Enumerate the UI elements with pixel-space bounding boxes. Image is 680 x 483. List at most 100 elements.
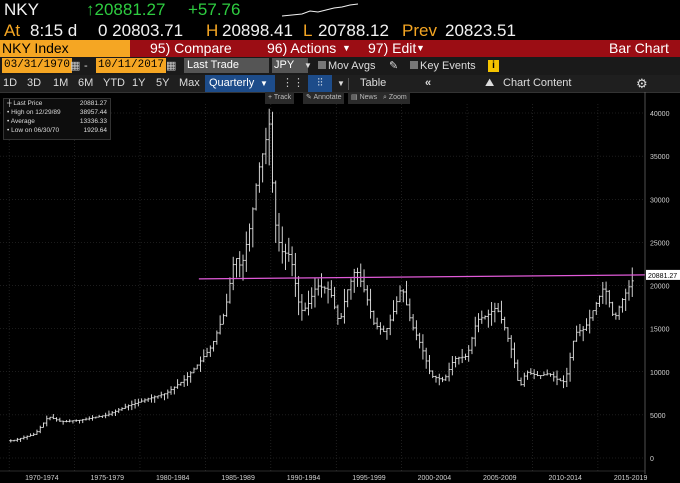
actions-dropdown-icon[interactable]: ▼ [342, 43, 351, 53]
quote-line-1: NKY ↑20881.27 +57.76 [0, 0, 680, 21]
mov-avgs-checkbox[interactable] [318, 61, 326, 69]
x-tick-label: 1985-1989 [221, 475, 255, 482]
legend-row-low: • Low on 06/30/70 [7, 127, 60, 134]
high-value: 20898.41 [222, 21, 293, 40]
news-tool[interactable]: ▤ News [348, 92, 381, 104]
at-label: At [4, 21, 21, 40]
x-tick-label: 1990-1994 [287, 475, 321, 482]
chart-style-button[interactable]: ⫶⫶ [308, 75, 332, 92]
last-price-text: 20881.27 [648, 273, 677, 280]
edit-dropdown-icon[interactable]: ▼ [416, 43, 425, 53]
key-events-checkbox[interactable] [410, 61, 418, 69]
quote-line-2: At 8:15 d 0 20803.71 H 20898.41 L 20788.… [0, 21, 680, 40]
edit-button[interactable]: 97) Edit [368, 40, 417, 56]
period-select[interactable]: Quarterly [205, 75, 275, 92]
info-icon[interactable]: i [488, 60, 499, 72]
sparkline-icon [281, 3, 359, 17]
range-1y[interactable]: 1Y [132, 77, 146, 89]
field-select[interactable]: Last Trade [184, 58, 269, 73]
legend-label-last: Last Price [13, 100, 43, 107]
chart-style-dropdown-icon[interactable]: ▼ [337, 79, 345, 88]
range-1d[interactable]: 1D [3, 77, 18, 89]
zoom-tool[interactable]: ⌕ Zoom [380, 92, 410, 104]
x-tick-label: 2015-2019 [614, 475, 648, 482]
table-button[interactable]: Table [360, 77, 387, 89]
x-tick-label: 2000-2004 [418, 475, 452, 482]
track-tool[interactable]: + Track [265, 92, 295, 104]
legend-value-high: 38957.44 [79, 109, 107, 116]
range-3d[interactable]: 3D [27, 77, 42, 89]
pencil-icon[interactable]: ✎ [389, 60, 399, 72]
y-tick-label: 5000 [650, 413, 666, 420]
legend-row-average: • Average [7, 118, 35, 125]
x-tick-label: 1980-1984 [156, 475, 190, 482]
range-1m[interactable]: 1M [53, 77, 69, 89]
quote-time: 8:15 d [30, 21, 78, 40]
calendar-icon-end[interactable]: ▦ [166, 60, 177, 72]
y-tick-label: 35000 [650, 154, 670, 161]
x-tick-label: 1975-1979 [91, 475, 125, 482]
y-tick-label: 30000 [650, 197, 670, 204]
mov-avgs-label[interactable]: Mov Avgs [328, 60, 376, 72]
range-5y[interactable]: 5Y [156, 77, 170, 89]
annotate-label: Annotate [313, 94, 342, 101]
y-axis: 0 5000 10000 15000 20000 25000 30000 35000 40000 [644, 92, 670, 474]
track-label: Track [273, 94, 292, 101]
x-tick-label: 2005-2009 [483, 475, 517, 482]
key-events-label[interactable]: Key Events [420, 60, 476, 72]
x-tick-label: 2010-2014 [548, 475, 582, 482]
legend-row-high: • High on 12/29/89 [7, 109, 61, 116]
date-controls: 03/31/1970 ▦ - 10/11/2017 ▦ Last Trade J… [0, 57, 680, 75]
chart-legend: ┼ Last Price 20881.27 • High on 12/29/89… [3, 98, 111, 140]
last-price-box [646, 269, 680, 280]
legend-value-last: 20881.27 [79, 100, 107, 107]
legend-label-high: High on 12/29/89 [11, 109, 61, 116]
legend-value-average: 13336.33 [79, 118, 107, 125]
y-tick-label: 20000 [650, 284, 670, 291]
chart-type-label: Bar Chart [609, 40, 669, 56]
calendar-icon[interactable]: ▦ [70, 60, 81, 72]
legend-row-last: ┼ Last Price [7, 100, 43, 107]
annotate-tool[interactable]: ✎ Annotate [303, 92, 345, 104]
y-tick-label: 40000 [650, 111, 670, 118]
prev-value: 20823.51 [445, 21, 516, 40]
range-6m[interactable]: 6M [78, 77, 94, 89]
legend-label-average: Average [10, 118, 35, 125]
range-bar: 1D 3D 1M 6M YTD 1Y 5Y Max Quarterly ▼ ⋮⋮… [0, 75, 680, 93]
news-label: News [359, 94, 378, 101]
chart-content-icon: ⛰ [485, 77, 495, 89]
currency-dropdown-icon[interactable]: ▼ [304, 61, 312, 70]
actions-button[interactable]: 96) Actions [267, 40, 337, 56]
legend-value-low: 1929.64 [83, 127, 108, 134]
separator [348, 78, 349, 90]
y-tick-label: 25000 [650, 240, 670, 247]
high-label: H [206, 21, 219, 40]
ticker-label: NKY [4, 0, 39, 19]
resistance-line [198, 274, 646, 280]
open-value: 0 20803.71 [98, 21, 184, 40]
low-value: 20788.12 [318, 21, 389, 40]
chart-content-button[interactable]: Chart Content [503, 77, 572, 89]
range-max[interactable]: Max [179, 77, 200, 89]
settings-gear-icon[interactable]: ⚙ [636, 76, 648, 91]
compare-button[interactable]: 95) Compare [150, 40, 232, 56]
last-price-marker: 20881.27 [646, 269, 680, 280]
function-toolbar: NKY Index 95) Compare 96) Actions ▼ 97) … [0, 40, 680, 57]
price-chart[interactable]: 0 5000 10000 15000 20000 25000 30000 35000 40000… [0, 92, 680, 483]
security-field[interactable]: NKY Index [0, 40, 130, 57]
low-label: L [303, 21, 313, 40]
y-tick-label: 10000 [650, 370, 670, 377]
currency-select[interactable]: JPY [272, 58, 308, 73]
bar-style-icon[interactable]: ⋮⋮ [282, 77, 304, 89]
start-date-input[interactable]: 03/31/1970 [2, 58, 73, 73]
range-ytd[interactable]: YTD [103, 77, 125, 89]
y-tick-label: 0 [650, 456, 654, 463]
net-change: +57.76 [188, 0, 241, 19]
x-axis: 1970-1974 1975-1979 1980-1984 1985-1989 1990… [0, 470, 648, 482]
zoom-label: Zoom [388, 94, 407, 101]
collapse-left-icon[interactable]: « [425, 77, 432, 89]
x-tick-label: 1995-1999 [352, 475, 386, 482]
period-dropdown-icon[interactable]: ▼ [260, 79, 268, 88]
ohlc-bars [9, 108, 634, 443]
end-date-input[interactable]: 10/11/2017 [96, 58, 167, 73]
